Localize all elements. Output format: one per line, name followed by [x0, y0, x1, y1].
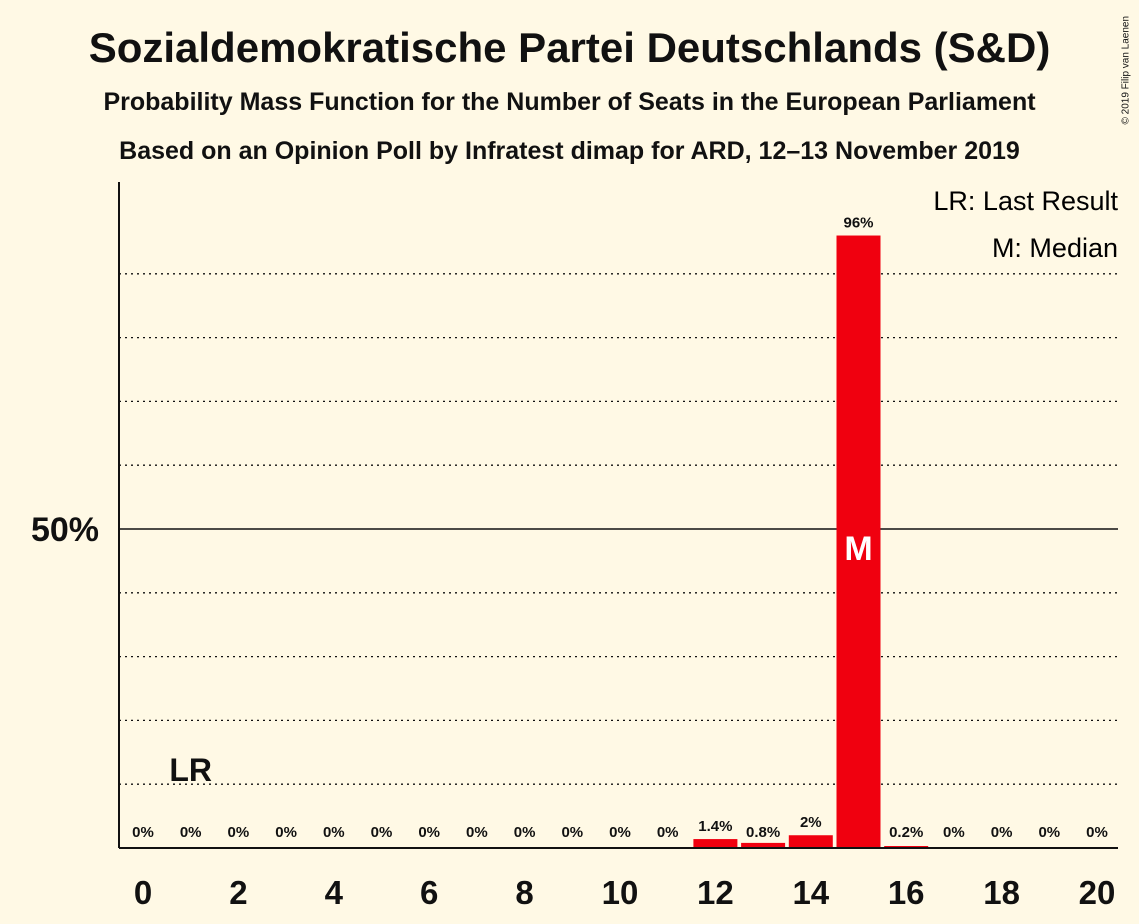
- value-label: 1.4%: [698, 818, 732, 835]
- x-tick-label: 16: [888, 874, 925, 911]
- legend-last-result: LR: Last Result: [933, 186, 1118, 216]
- x-tick-label: 8: [515, 874, 533, 911]
- x-tick-label: 20: [1079, 874, 1116, 911]
- value-label: 0%: [180, 824, 202, 841]
- median-marker: M: [844, 530, 872, 568]
- value-label: 0%: [514, 824, 536, 841]
- value-label: 0.8%: [746, 824, 780, 841]
- value-label: 0%: [371, 824, 393, 841]
- value-label: 0%: [943, 824, 965, 841]
- x-tick-label: 0: [134, 874, 152, 911]
- bar-seat-12: [693, 839, 738, 848]
- x-tick-label: 18: [983, 874, 1020, 911]
- value-label: 0%: [275, 824, 297, 841]
- last-result-marker: LR: [169, 752, 212, 788]
- value-label: 0%: [657, 824, 679, 841]
- value-label: 0%: [228, 824, 250, 841]
- chart-title: Sozialdemokratische Partei Deutschlands …: [88, 24, 1051, 71]
- bar-seat-15: [836, 235, 881, 848]
- legend-median: M: Median: [992, 233, 1118, 263]
- value-label: 0.2%: [889, 824, 923, 841]
- bar-seat-14: [788, 835, 833, 848]
- chart-source: Based on an Opinion Poll by Infratest di…: [119, 137, 1020, 165]
- value-label: 0%: [323, 824, 345, 841]
- value-label: 0%: [609, 824, 631, 841]
- value-label: 2%: [800, 814, 822, 831]
- value-label: 0%: [466, 824, 488, 841]
- value-label: 0%: [418, 824, 440, 841]
- x-tick-label: 14: [792, 874, 829, 911]
- x-tick-label: 2: [229, 874, 247, 911]
- value-label: 0%: [132, 824, 154, 841]
- value-label: 96%: [843, 215, 873, 232]
- value-label: 0%: [991, 824, 1013, 841]
- x-tick-label: 12: [697, 874, 734, 911]
- bar-seat-13: [741, 842, 786, 848]
- value-label: 0%: [1038, 824, 1060, 841]
- chart-subtitle: Probability Mass Function for the Number…: [103, 88, 1036, 116]
- x-tick-label: 6: [420, 874, 438, 911]
- value-label: 0%: [1086, 824, 1108, 841]
- x-tick-label: 4: [325, 874, 344, 911]
- x-tick-label: 10: [602, 874, 639, 911]
- y-tick-label: 50%: [31, 511, 99, 549]
- value-label: 0%: [561, 824, 583, 841]
